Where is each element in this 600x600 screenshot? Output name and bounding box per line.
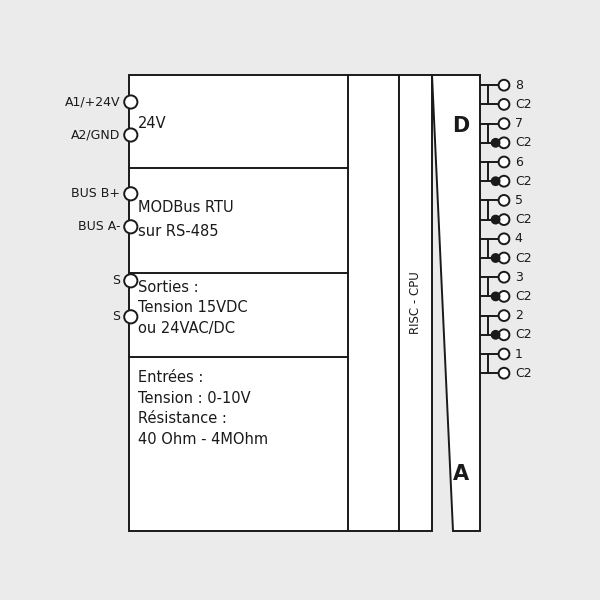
Text: 8: 8 [515, 79, 523, 92]
Circle shape [491, 331, 500, 339]
Text: C2: C2 [515, 98, 532, 111]
Text: 6: 6 [515, 155, 523, 169]
Circle shape [491, 215, 500, 224]
Text: Tension : 0-10V: Tension : 0-10V [138, 391, 251, 406]
Circle shape [499, 118, 509, 129]
Circle shape [499, 253, 509, 263]
Circle shape [499, 329, 509, 340]
Text: A2/GND: A2/GND [71, 128, 120, 142]
Circle shape [491, 139, 500, 147]
Text: D: D [452, 116, 469, 136]
Circle shape [491, 254, 500, 262]
Text: C2: C2 [515, 251, 532, 265]
Circle shape [491, 177, 500, 185]
Circle shape [499, 368, 509, 379]
Text: Sorties :: Sorties : [138, 280, 199, 295]
Text: 3: 3 [515, 271, 523, 284]
Circle shape [499, 291, 509, 302]
Text: 24V: 24V [138, 115, 167, 130]
Bar [399, 75, 432, 531]
Text: BUS B+: BUS B+ [71, 187, 120, 200]
Circle shape [499, 272, 509, 283]
Text: 5: 5 [515, 194, 523, 207]
Circle shape [499, 176, 509, 187]
Polygon shape [432, 75, 480, 531]
Text: S: S [112, 274, 120, 287]
Text: A1/+24V: A1/+24V [65, 95, 120, 109]
Text: S: S [112, 310, 120, 323]
Text: 4: 4 [515, 232, 523, 245]
Text: A: A [453, 464, 469, 484]
Circle shape [499, 214, 509, 225]
Text: 2: 2 [515, 309, 523, 322]
Circle shape [491, 292, 500, 301]
Text: 40 Ohm - 4MOhm: 40 Ohm - 4MOhm [138, 432, 268, 446]
Text: C2: C2 [515, 136, 532, 149]
Circle shape [124, 220, 137, 233]
Circle shape [499, 233, 509, 244]
Circle shape [124, 187, 137, 200]
Text: C2: C2 [515, 290, 532, 303]
Bar [129, 75, 399, 531]
Text: Tension 15VDC: Tension 15VDC [138, 300, 248, 316]
Text: 1: 1 [515, 347, 523, 361]
Circle shape [499, 137, 509, 148]
Circle shape [499, 195, 509, 206]
Circle shape [124, 274, 137, 287]
Text: C2: C2 [515, 175, 532, 188]
Text: sur RS-485: sur RS-485 [138, 223, 218, 238]
Text: ou 24VAC/DC: ou 24VAC/DC [138, 320, 235, 335]
Circle shape [499, 310, 509, 321]
Circle shape [499, 157, 509, 167]
Text: RISC - CPU: RISC - CPU [409, 272, 422, 334]
Text: 7: 7 [515, 117, 523, 130]
Circle shape [124, 128, 137, 142]
Text: C2: C2 [515, 213, 532, 226]
Text: MODBus RTU: MODBus RTU [138, 199, 233, 214]
Circle shape [499, 99, 509, 110]
Text: Résistance :: Résistance : [138, 412, 227, 426]
Circle shape [499, 80, 509, 91]
Text: C2: C2 [515, 328, 532, 341]
Circle shape [124, 310, 137, 323]
Circle shape [124, 95, 137, 109]
Text: C2: C2 [515, 367, 532, 380]
Text: Entrées :: Entrées : [138, 370, 203, 385]
Text: BUS A-: BUS A- [77, 220, 120, 233]
Circle shape [499, 349, 509, 359]
